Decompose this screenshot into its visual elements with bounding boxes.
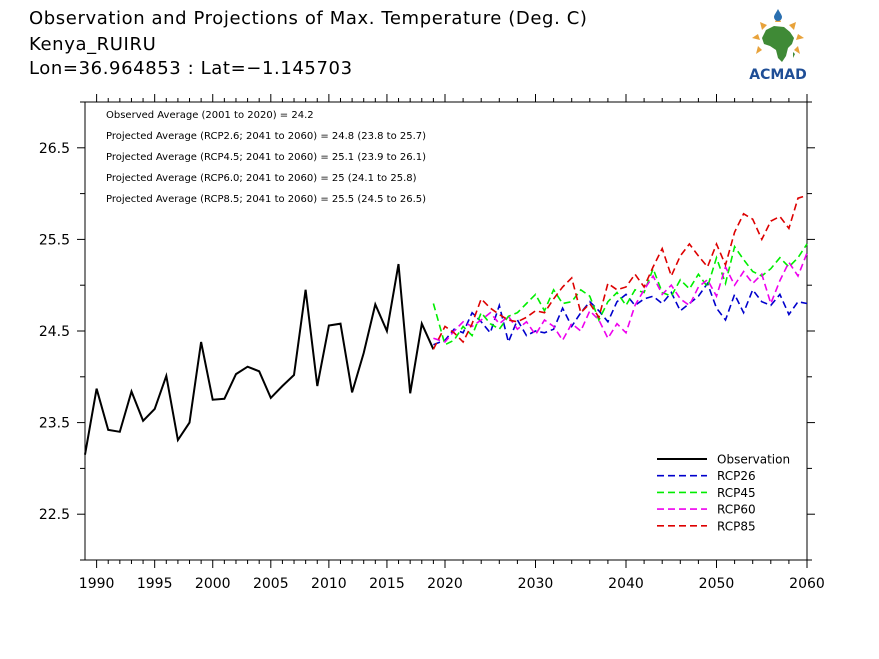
x-axis-tick-labels: 1990 1995 2000 2005 2010 2015 2020 2030 2040 2050…: [79, 576, 825, 592]
africa-map-logo-icon: ACMAD: [738, 8, 818, 84]
annotation-text: Observed Average (2001 to 2020) = 24.2: [106, 110, 314, 121]
y-tick-label: 23.5: [39, 416, 70, 432]
y-tick-label: 24.5: [39, 324, 70, 340]
series-line-observation: [84, 263, 435, 455]
axis-ticks: [77, 94, 815, 568]
x-tick-label: 2060: [789, 576, 825, 592]
series-lines: [84, 194, 808, 455]
logo-text: ACMAD: [749, 67, 807, 83]
x-tick-label: 2000: [195, 576, 231, 592]
y-tick-label: 22.5: [39, 507, 70, 523]
y-tick-label: 26.5: [39, 141, 70, 157]
legend: Observation RCP26 RCP45 RCP60 RCP85: [657, 453, 790, 533]
x-tick-label: 2030: [518, 576, 554, 592]
x-tick-label: 1995: [137, 576, 173, 592]
plot-frame: [84, 101, 808, 561]
legend-label: RCP45: [717, 486, 756, 500]
acmad-logo-graphic: ACMAD: [749, 9, 807, 83]
series-line-rcp85: [432, 194, 808, 350]
annotations: Observed Average (2001 to 2020) = 24.2 Pr…: [106, 110, 426, 205]
location-name: Kenya_RUIRU: [29, 34, 157, 55]
y-axis-tick-labels: 22.5 23.5 24.5 25.5 26.5: [39, 141, 70, 523]
location-coordinates: Lon=36.964853 : Lat=−1.145703: [29, 58, 353, 79]
x-tick-label: 1990: [79, 576, 115, 592]
x-tick-label: 2010: [311, 576, 347, 592]
series-line-rcp45: [432, 243, 808, 346]
y-tick-label: 25.5: [39, 232, 70, 248]
x-tick-label: 2015: [369, 576, 405, 592]
chart-title: Observation and Projections of Max. Temp…: [29, 8, 588, 29]
legend-label: RCP26: [717, 469, 756, 483]
legend-label: Observation: [717, 453, 790, 467]
x-tick-label: 2040: [608, 576, 644, 592]
legend-label: RCP60: [717, 503, 756, 517]
annotation-text: Projected Average (RCP6.0; 2041 to 2060)…: [106, 173, 417, 184]
annotation-text: Projected Average (RCP8.5; 2041 to 2060)…: [106, 194, 426, 205]
x-tick-label: 2050: [699, 576, 735, 592]
x-tick-label: 2020: [427, 576, 463, 592]
x-tick-label: 2005: [253, 576, 289, 592]
legend-label: RCP85: [717, 519, 756, 533]
annotation-text: Projected Average (RCP4.5; 2041 to 2060)…: [106, 152, 426, 163]
annotation-text: Projected Average (RCP2.6; 2041 to 2060)…: [106, 131, 426, 142]
